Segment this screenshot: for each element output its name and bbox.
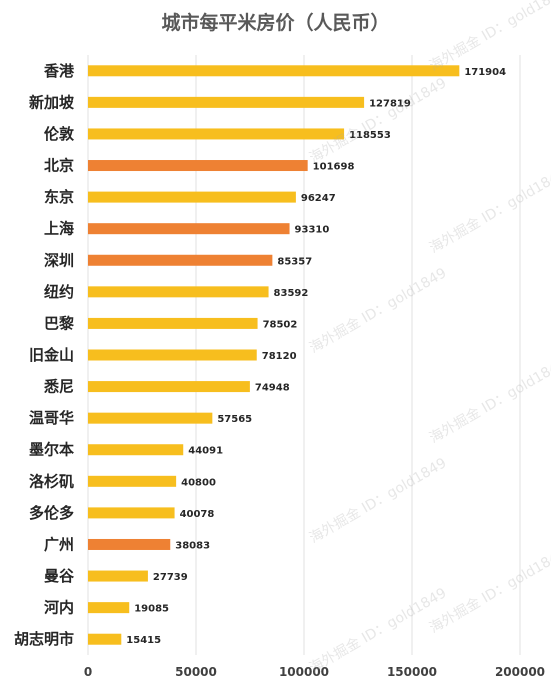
category-label: 纽约 [44,283,74,301]
x-tick-label: 150000 [387,665,437,679]
bar [88,160,308,172]
category-label: 墨尔本 [29,441,74,459]
bar [88,286,269,298]
category-label: 河内 [44,599,74,617]
category-label: 温哥华 [29,409,74,427]
data-label: 78120 [262,351,297,362]
data-label: 15415 [126,635,161,646]
bar [88,444,184,456]
data-label: 44091 [188,446,223,457]
data-label: 40800 [181,477,216,488]
data-label: 96247 [301,193,336,204]
bar [88,96,365,108]
category-label: 东京 [44,188,74,206]
x-tick-label: 0 [84,665,92,679]
bar [88,128,345,140]
data-label: 127819 [369,98,411,109]
bar [88,191,296,203]
data-label: 171904 [464,67,506,78]
data-label: 93310 [295,225,330,236]
chart-title: 城市每平米房价（人民币） [161,12,390,34]
data-label: 78502 [263,319,298,330]
data-label: 38083 [175,540,210,551]
bar [88,412,213,424]
x-tick-label: 200000 [495,665,545,679]
data-label: 118553 [349,130,391,141]
bar [88,602,130,614]
bar [88,633,122,645]
bar [88,65,460,77]
bar [88,507,175,519]
x-tick-label: 100000 [279,665,329,679]
category-label: 北京 [44,157,74,175]
bar [88,349,257,361]
category-label: 悉尼 [43,378,74,396]
category-label: 曼谷 [44,567,75,585]
category-label: 多伦多 [29,504,74,522]
bar [88,254,273,266]
category-label: 广州 [44,535,74,553]
data-label: 83592 [274,288,309,299]
data-label: 27739 [153,572,188,583]
category-label: 深圳 [44,251,74,269]
data-label: 19085 [134,604,169,615]
bar [88,475,177,487]
category-label: 胡志明市 [14,630,74,648]
data-label: 101698 [313,162,355,173]
category-label: 新加坡 [29,93,74,111]
category-label: 伦敦 [44,125,75,143]
category-label: 香港 [44,62,75,80]
category-label: 洛杉矶 [29,472,74,490]
x-tick-label: 50000 [175,665,217,679]
bar [88,317,258,329]
category-label: 巴黎 [44,314,74,332]
category-label: 旧金山 [29,346,74,364]
data-label: 40078 [180,509,215,520]
data-label: 85357 [277,256,312,267]
bar [88,381,250,393]
data-label: 57565 [217,414,252,425]
data-label: 74948 [255,383,290,394]
category-label: 上海 [44,220,74,238]
bar [88,223,290,235]
bar [88,570,148,582]
bar [88,538,171,550]
